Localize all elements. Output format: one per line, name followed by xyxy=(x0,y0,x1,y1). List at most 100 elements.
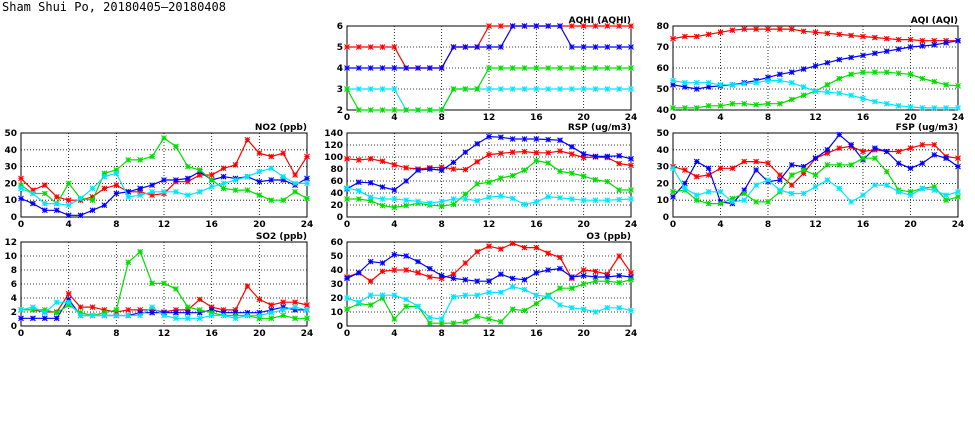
data-point xyxy=(741,190,748,197)
data-point xyxy=(943,192,950,199)
plot-frame xyxy=(346,241,632,327)
data-point xyxy=(53,315,60,322)
data-point xyxy=(693,105,700,111)
data-point xyxy=(871,145,878,152)
y-tick-label: 30 xyxy=(656,163,669,173)
data-point xyxy=(149,192,155,199)
y-tick-label: 10 xyxy=(4,196,17,206)
data-point xyxy=(184,192,191,199)
data-point xyxy=(545,267,552,273)
data-point xyxy=(521,244,528,251)
data-point xyxy=(907,188,914,195)
data-point xyxy=(426,314,433,321)
data-point xyxy=(670,35,676,42)
data-point xyxy=(592,278,599,285)
data-point xyxy=(367,65,374,71)
data-point xyxy=(580,281,587,287)
data-point xyxy=(196,309,203,316)
data-point xyxy=(521,23,528,29)
data-point xyxy=(592,23,599,29)
data-point xyxy=(426,320,433,327)
data-point xyxy=(729,100,736,107)
data-point xyxy=(367,179,374,186)
data-point xyxy=(557,168,563,175)
x-tick-label: 12 xyxy=(483,329,496,339)
data-point xyxy=(871,34,878,41)
data-point xyxy=(391,161,398,168)
data-point xyxy=(450,86,457,92)
data-point xyxy=(741,26,748,33)
data-point xyxy=(18,175,24,182)
data-point xyxy=(765,160,771,167)
data-point xyxy=(486,278,492,285)
data-point xyxy=(943,81,950,88)
data-point xyxy=(256,192,263,199)
y-tick-label: 4 xyxy=(337,64,343,74)
data-point xyxy=(580,154,587,161)
x-tick-label: 20 xyxy=(253,220,266,230)
data-point xyxy=(77,309,84,316)
data-point xyxy=(268,315,275,322)
data-point xyxy=(438,320,445,327)
y-tick-label: 2 xyxy=(11,308,17,318)
data-point xyxy=(438,203,445,210)
data-point xyxy=(557,137,563,144)
data-point xyxy=(788,79,795,86)
series-cyan xyxy=(18,299,310,322)
data-point xyxy=(344,65,350,71)
x-tick-label: 8 xyxy=(765,220,771,230)
data-point xyxy=(693,197,700,204)
data-point xyxy=(125,259,132,266)
data-point xyxy=(776,172,783,178)
data-point xyxy=(268,153,275,160)
data-point xyxy=(907,192,914,199)
data-point xyxy=(871,182,878,188)
x-tick-label: 0 xyxy=(344,113,350,123)
data-point xyxy=(788,69,795,76)
data-point xyxy=(149,188,155,195)
y-tick-label: 20 xyxy=(4,179,17,189)
data-point xyxy=(367,155,374,162)
data-point xyxy=(113,167,120,173)
data-point xyxy=(474,197,481,204)
data-point xyxy=(919,141,926,148)
data-point xyxy=(860,192,866,199)
x-tick-label: 16 xyxy=(530,220,543,230)
data-point xyxy=(256,150,263,157)
data-point xyxy=(149,280,155,287)
data-point xyxy=(545,293,552,300)
data-point xyxy=(462,191,469,198)
data-point xyxy=(438,316,445,322)
data-point xyxy=(256,178,263,185)
data-point xyxy=(717,165,724,172)
data-point xyxy=(604,271,611,278)
x-tick-label: 8 xyxy=(765,113,771,123)
data-point xyxy=(161,188,167,195)
data-point xyxy=(568,274,575,280)
data-point xyxy=(800,163,807,170)
data-point xyxy=(256,168,263,175)
data-point xyxy=(943,39,950,46)
data-point xyxy=(521,276,528,283)
x-tick-label: 24 xyxy=(952,220,965,230)
x-tick-label: 4 xyxy=(391,220,397,230)
data-point xyxy=(30,315,36,322)
data-point xyxy=(741,197,748,204)
data-point xyxy=(705,188,712,195)
data-point xyxy=(812,183,819,190)
data-point xyxy=(391,267,398,273)
data-point xyxy=(149,182,155,188)
data-point xyxy=(497,23,504,29)
data-point xyxy=(670,81,676,88)
data-point xyxy=(883,69,890,76)
data-point xyxy=(355,44,362,50)
data-point xyxy=(256,312,263,319)
x-tick-label: 20 xyxy=(904,220,917,230)
data-point xyxy=(101,170,108,177)
data-point xyxy=(848,92,855,99)
x-tick-label: 8 xyxy=(113,329,119,339)
data-point xyxy=(391,86,398,92)
data-point xyxy=(344,275,350,282)
data-point xyxy=(53,207,60,214)
data-point xyxy=(729,198,736,205)
